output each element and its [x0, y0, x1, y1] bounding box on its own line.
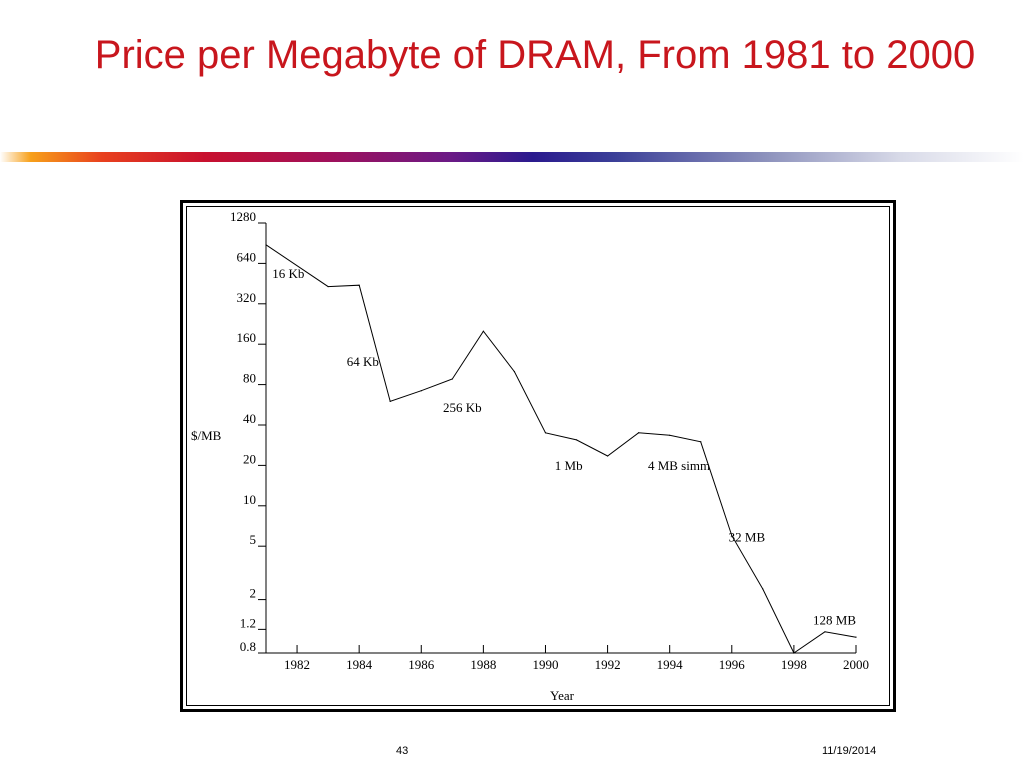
- data-point: [793, 652, 795, 654]
- data-point: [482, 330, 484, 332]
- data-point: [420, 390, 422, 392]
- slide-date: 11/19/2014: [822, 745, 877, 757]
- slide-title: Price per Megabyte of DRAM, From 1981 to…: [94, 33, 976, 77]
- annotation-label: 256 Kb: [443, 400, 482, 415]
- data-point: [638, 432, 640, 434]
- data-point: [265, 244, 267, 246]
- data-point: [606, 455, 609, 457]
- data-point: [575, 439, 578, 441]
- annotation-label: 64 Kb: [347, 354, 379, 369]
- y-tick-label: 1.2: [240, 615, 256, 630]
- price-line: [265, 244, 857, 654]
- annotation-label: 1 Mb: [555, 458, 583, 473]
- x-tick-label: 1986: [408, 657, 435, 672]
- x-tick-label: 1994: [657, 657, 684, 672]
- x-tick-label: 1996: [719, 657, 746, 672]
- y-tick-label: 1280: [230, 209, 256, 224]
- y-tick-label: 10: [243, 492, 256, 507]
- x-tick-label: 1988: [470, 657, 496, 672]
- y-tick-label: 0.8: [240, 639, 256, 654]
- data-point: [513, 370, 516, 373]
- y-tick-label: 160: [237, 330, 257, 345]
- annotation-label: 16 Kb: [272, 266, 304, 281]
- y-tick-label: 40: [243, 411, 256, 426]
- y-tick-label: 2: [250, 586, 257, 601]
- x-axis-label: Year: [550, 688, 575, 703]
- x-tick-label: 1982: [284, 657, 310, 672]
- data-point: [358, 284, 360, 286]
- chart-inner-border: [186, 206, 890, 706]
- data-point: [669, 434, 671, 436]
- data-point: [700, 441, 702, 443]
- data-point: [762, 588, 764, 590]
- x-tick-label: 1992: [595, 657, 621, 672]
- data-point: [389, 400, 391, 402]
- chart: 0.8 1.2 2 5 10 20 40 80 160 320 640 1280 1982 1984 198…: [191, 209, 869, 703]
- annotation-label: 4 MB simm: [648, 458, 710, 473]
- annotation-label: 128 MB: [813, 613, 856, 628]
- page-number: 43: [396, 745, 409, 757]
- y-tick-label: 80: [243, 371, 256, 386]
- data-point: [544, 432, 547, 434]
- x-tick-label: 1984: [346, 657, 373, 672]
- title-divider: [0, 152, 1024, 162]
- y-tick-label: 20: [243, 451, 256, 466]
- y-axis-label: $/MB: [191, 428, 222, 443]
- x-tick-label: 1990: [532, 657, 558, 672]
- y-tick-label: 320: [237, 290, 257, 305]
- x-tick-label: 1998: [781, 657, 807, 672]
- x-tick-label: 2000: [843, 657, 869, 672]
- data-point: [824, 631, 826, 633]
- annotation-label: 32 MB: [729, 530, 766, 545]
- data-point: [731, 534, 733, 537]
- chart-frame: 0.8 1.2 2 5 10 20 40 80 160 320 640 1280 1982 1984 198…: [180, 200, 896, 712]
- data-point: [327, 285, 329, 288]
- data-point: [855, 636, 857, 638]
- y-tick-label: 640: [237, 249, 257, 264]
- y-tick-label: 5: [250, 532, 257, 547]
- data-point: [451, 378, 453, 380]
